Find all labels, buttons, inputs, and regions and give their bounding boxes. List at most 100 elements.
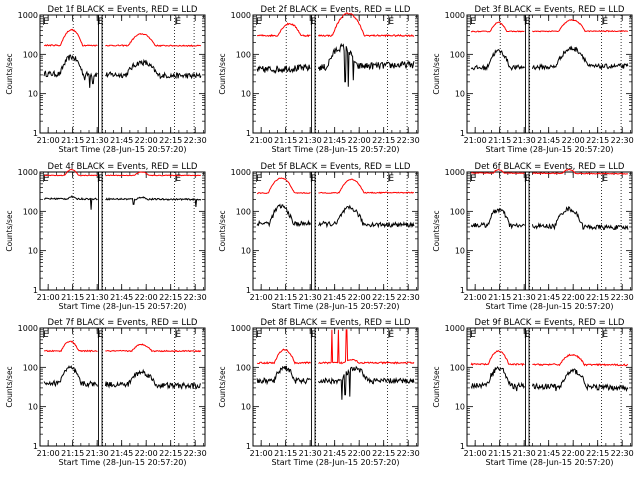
x-tick-label: 22:30 <box>397 449 420 458</box>
flag-marker: E <box>388 174 394 184</box>
flag-marker: E <box>525 330 531 340</box>
flag-marker: E <box>470 330 476 340</box>
y-axis-label: Counts/sec <box>432 53 441 94</box>
panel-det-3: Det 3f BLACK = Events, RED = LLD 1 10 100 10… <box>432 5 634 154</box>
panel-title: Det 8f BLACK = Events, RED = LLD <box>261 318 411 328</box>
x-tick-label: 22:15 <box>159 136 182 145</box>
flag-marker: E <box>602 330 608 340</box>
x-tick-label: 21:30 <box>86 293 109 302</box>
y-tick-label: 1000 <box>231 168 251 177</box>
x-tick-label: 21:30 <box>513 449 536 458</box>
panel-det-6: Det 6f BLACK = Events, RED = LLD 1 10 100 10… <box>432 162 634 311</box>
x-tick-label: 21:00 <box>250 293 273 302</box>
y-tick-label: 1000 <box>18 168 38 177</box>
x-tick-label: 21:45 <box>537 449 560 458</box>
y-tick-label: 10 <box>455 90 465 99</box>
x-tick-label: 22:00 <box>348 136 371 145</box>
y-tick-label: 100 <box>23 363 38 372</box>
events-series <box>256 365 415 400</box>
x-tick-label: 21:45 <box>323 449 346 458</box>
flag-marker: E <box>98 17 104 27</box>
plot-frame <box>466 327 633 447</box>
flag-marker: E <box>256 17 262 27</box>
x-tick-label: 21:45 <box>537 293 560 302</box>
y-tick-label: 1000 <box>445 11 465 20</box>
x-tick-label: 22:30 <box>397 293 420 302</box>
panel-det-5: Det 5f BLACK = Events, RED = LLD 1 10 100 10… <box>218 162 420 311</box>
events-series <box>43 54 202 88</box>
x-tick-label: 22:15 <box>586 136 609 145</box>
x-tick-label: 21:30 <box>86 136 109 145</box>
y-axis-label: Counts/sec <box>218 366 227 407</box>
x-tick-label: 21:00 <box>37 136 60 145</box>
lld-series <box>256 329 415 365</box>
y-tick-label: 10 <box>28 403 38 412</box>
y-tick-label: 1 <box>33 442 38 451</box>
flag-marker: E <box>311 330 317 340</box>
flag-marker: E <box>43 174 49 184</box>
flag-marker: E <box>388 330 394 340</box>
y-tick-label: 1000 <box>445 324 465 333</box>
y-tick-label: 1000 <box>445 168 465 177</box>
panel-title: Det 5f BLACK = Events, RED = LLD <box>261 162 411 172</box>
panel-det-9: Det 9f BLACK = Events, RED = LLD 1 10 100 10… <box>432 318 634 467</box>
events-series <box>43 365 201 390</box>
events-series <box>470 206 629 231</box>
flag-marker: E <box>470 174 476 184</box>
flag-marker: E <box>43 17 49 27</box>
y-tick-label: 1 <box>460 442 465 451</box>
x-tick-label: 22:15 <box>372 293 395 302</box>
x-tick-label: 22:30 <box>184 136 207 145</box>
x-tick-label: 21:45 <box>537 136 560 145</box>
x-tick-label: 21:00 <box>37 449 60 458</box>
flag-marker: E <box>311 17 317 27</box>
y-tick-label: 1000 <box>231 11 251 20</box>
y-axis-label: Counts/sec <box>5 210 14 251</box>
y-tick-label: 1000 <box>231 324 251 333</box>
x-tick-label: 22:30 <box>397 136 420 145</box>
panel-title: Det 1f BLACK = Events, RED = LLD <box>48 5 198 15</box>
x-axis-label: Start Time (28-Jun-15 20:57:20) <box>59 458 187 467</box>
flag-marker: E <box>311 174 317 184</box>
x-axis-label: Start Time (28-Jun-15 20:57:20) <box>272 145 400 154</box>
panel-title: Det 6f BLACK = Events, RED = LLD <box>475 162 625 172</box>
x-tick-label: 21:00 <box>464 293 487 302</box>
panel-det-7: Det 7f BLACK = Events, RED = LLD 1 10 100 10… <box>5 318 207 467</box>
x-axis-label: Start Time (28-Jun-15 20:57:20) <box>59 302 187 311</box>
flag-marker: E <box>256 174 262 184</box>
x-axis-label: Start Time (28-Jun-15 20:57:20) <box>486 145 614 154</box>
plot-frame <box>39 327 206 447</box>
flag-marker: E <box>98 174 104 184</box>
plot-frame <box>466 171 633 291</box>
y-tick-label: 1000 <box>18 324 38 333</box>
x-tick-label: 22:15 <box>586 293 609 302</box>
events-series <box>470 45 629 71</box>
x-tick-label: 21:45 <box>110 293 133 302</box>
panel-title: Det 2f BLACK = Events, RED = LLD <box>261 5 411 15</box>
x-tick-label: 22:00 <box>135 449 158 458</box>
y-axis-label: Counts/sec <box>5 366 14 407</box>
panel-title: Det 3f BLACK = Events, RED = LLD <box>475 5 625 15</box>
x-tick-label: 21:15 <box>488 136 511 145</box>
y-tick-label: 1 <box>460 129 465 138</box>
x-tick-label: 22:30 <box>611 293 634 302</box>
y-tick-label: 100 <box>236 50 251 59</box>
flag-marker: E <box>388 17 394 27</box>
x-tick-label: 21:45 <box>323 136 346 145</box>
y-axis-label: Counts/sec <box>218 210 227 251</box>
y-tick-label: 100 <box>236 207 251 216</box>
flag-marker: E <box>525 174 531 184</box>
x-tick-label: 21:15 <box>274 136 297 145</box>
x-tick-label: 21:45 <box>110 449 133 458</box>
panel-det-2: Det 2f BLACK = Events, RED = LLD 1 10 100 10… <box>218 5 420 154</box>
plot-frame <box>252 327 419 447</box>
y-tick-label: 1 <box>246 442 251 451</box>
lld-series <box>470 18 629 33</box>
y-tick-label: 100 <box>450 207 465 216</box>
y-tick-label: 100 <box>23 50 38 59</box>
events-series <box>470 366 629 393</box>
y-tick-label: 10 <box>241 90 251 99</box>
lld-series <box>256 177 415 195</box>
x-tick-label: 21:00 <box>250 136 273 145</box>
